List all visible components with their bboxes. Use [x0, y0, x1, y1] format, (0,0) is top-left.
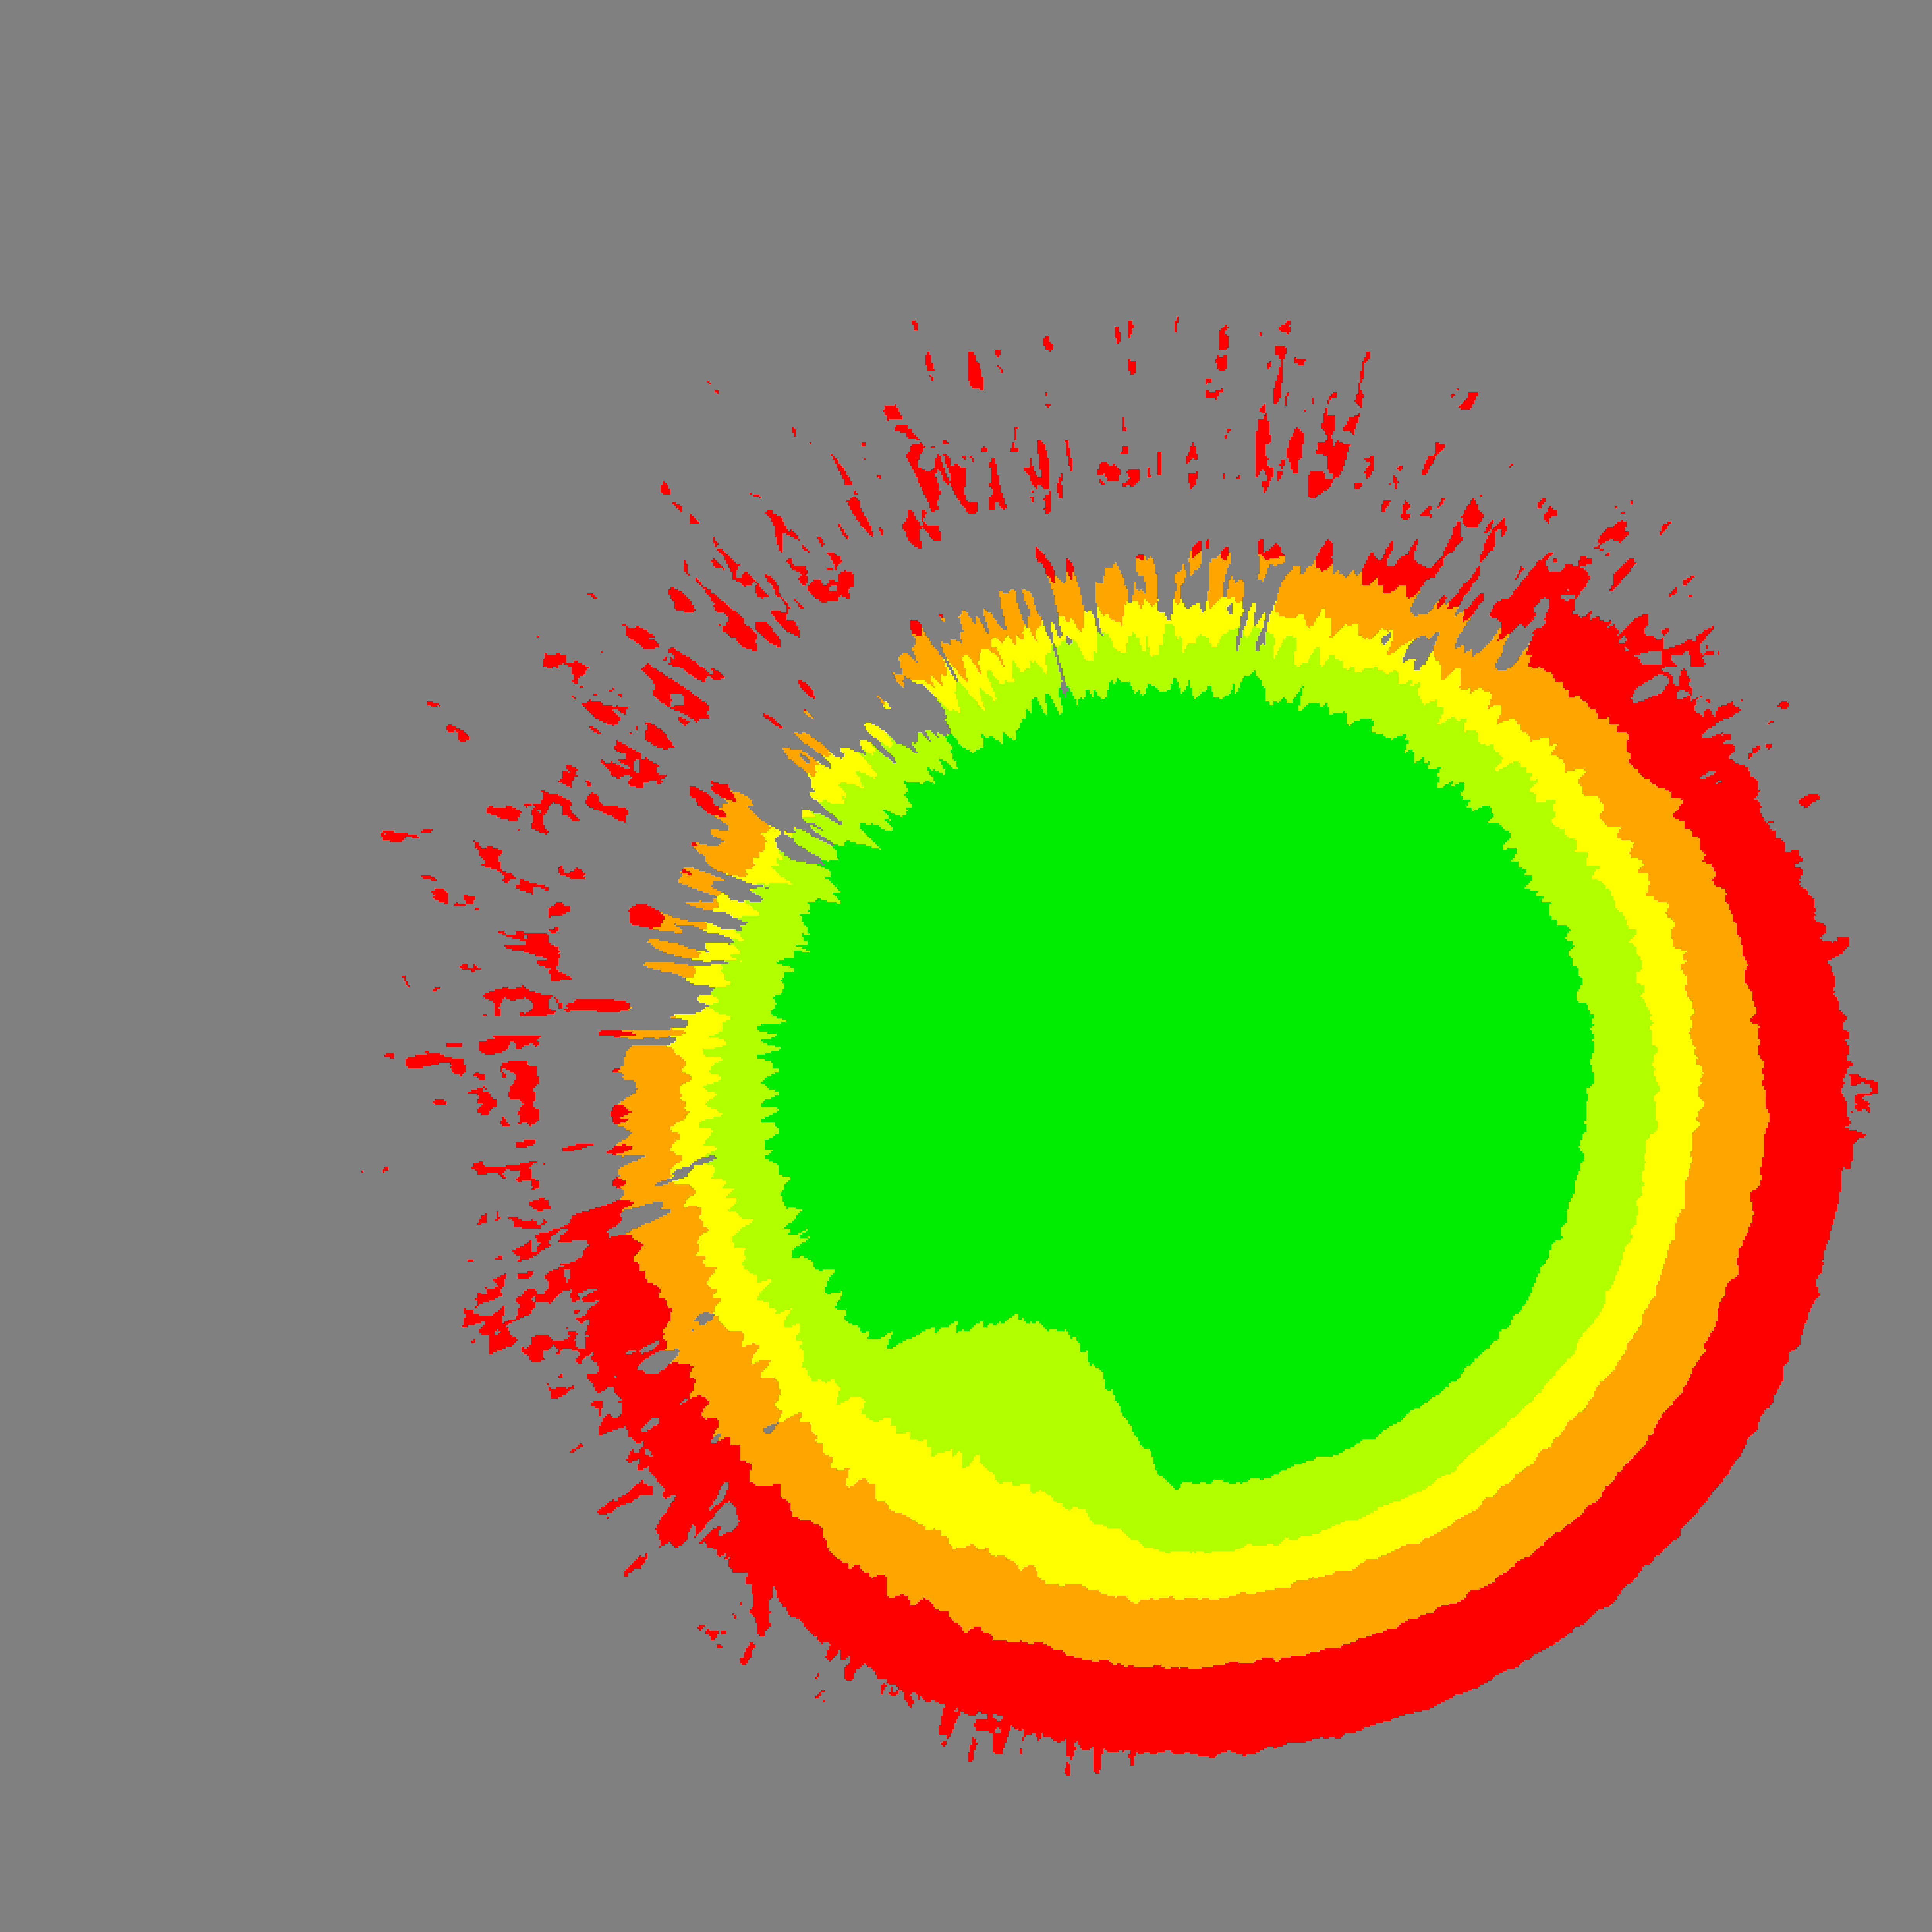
map-viewport — [0, 0, 1932, 1932]
coverage-heatmap-canvas — [0, 0, 1932, 1932]
